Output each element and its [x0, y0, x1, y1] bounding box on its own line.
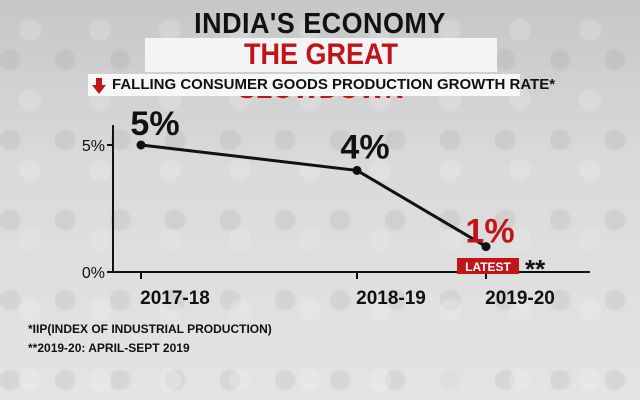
- headline-top: INDIA'S ECONOMY: [194, 8, 446, 40]
- data-point: [136, 140, 146, 150]
- headline-bar: [145, 38, 497, 72]
- data-point: [352, 165, 362, 175]
- down-arrow-icon: [92, 78, 106, 94]
- data-point: [481, 242, 491, 252]
- data-label: 4%: [340, 128, 389, 166]
- data-label: 1%: [465, 213, 514, 251]
- data-label: 5%: [130, 105, 179, 143]
- series-line: [140, 143, 487, 248]
- x-tick-label: 2018-19: [356, 288, 426, 309]
- subtitle-bar: [88, 74, 520, 96]
- latest-badge-label: LATEST: [465, 260, 511, 274]
- footnote-iip: *IIP(INDEX OF INDUSTRIAL PRODUCTION): [28, 322, 272, 336]
- latest-badge: [457, 258, 519, 274]
- y-tick-label: 0%: [82, 265, 105, 282]
- chart-subtitle: FALLING CONSUMER GOODS PRODUCTION GROWTH…: [112, 76, 556, 93]
- latest-note-marker: **: [525, 254, 546, 284]
- y-tick-label: 5%: [82, 138, 105, 155]
- x-tick-label: 2017-18: [140, 288, 210, 309]
- x-tick-label: 2019-20: [485, 288, 555, 309]
- footnote-period: **2019-20: APRIL-SEPT 2019: [28, 341, 190, 355]
